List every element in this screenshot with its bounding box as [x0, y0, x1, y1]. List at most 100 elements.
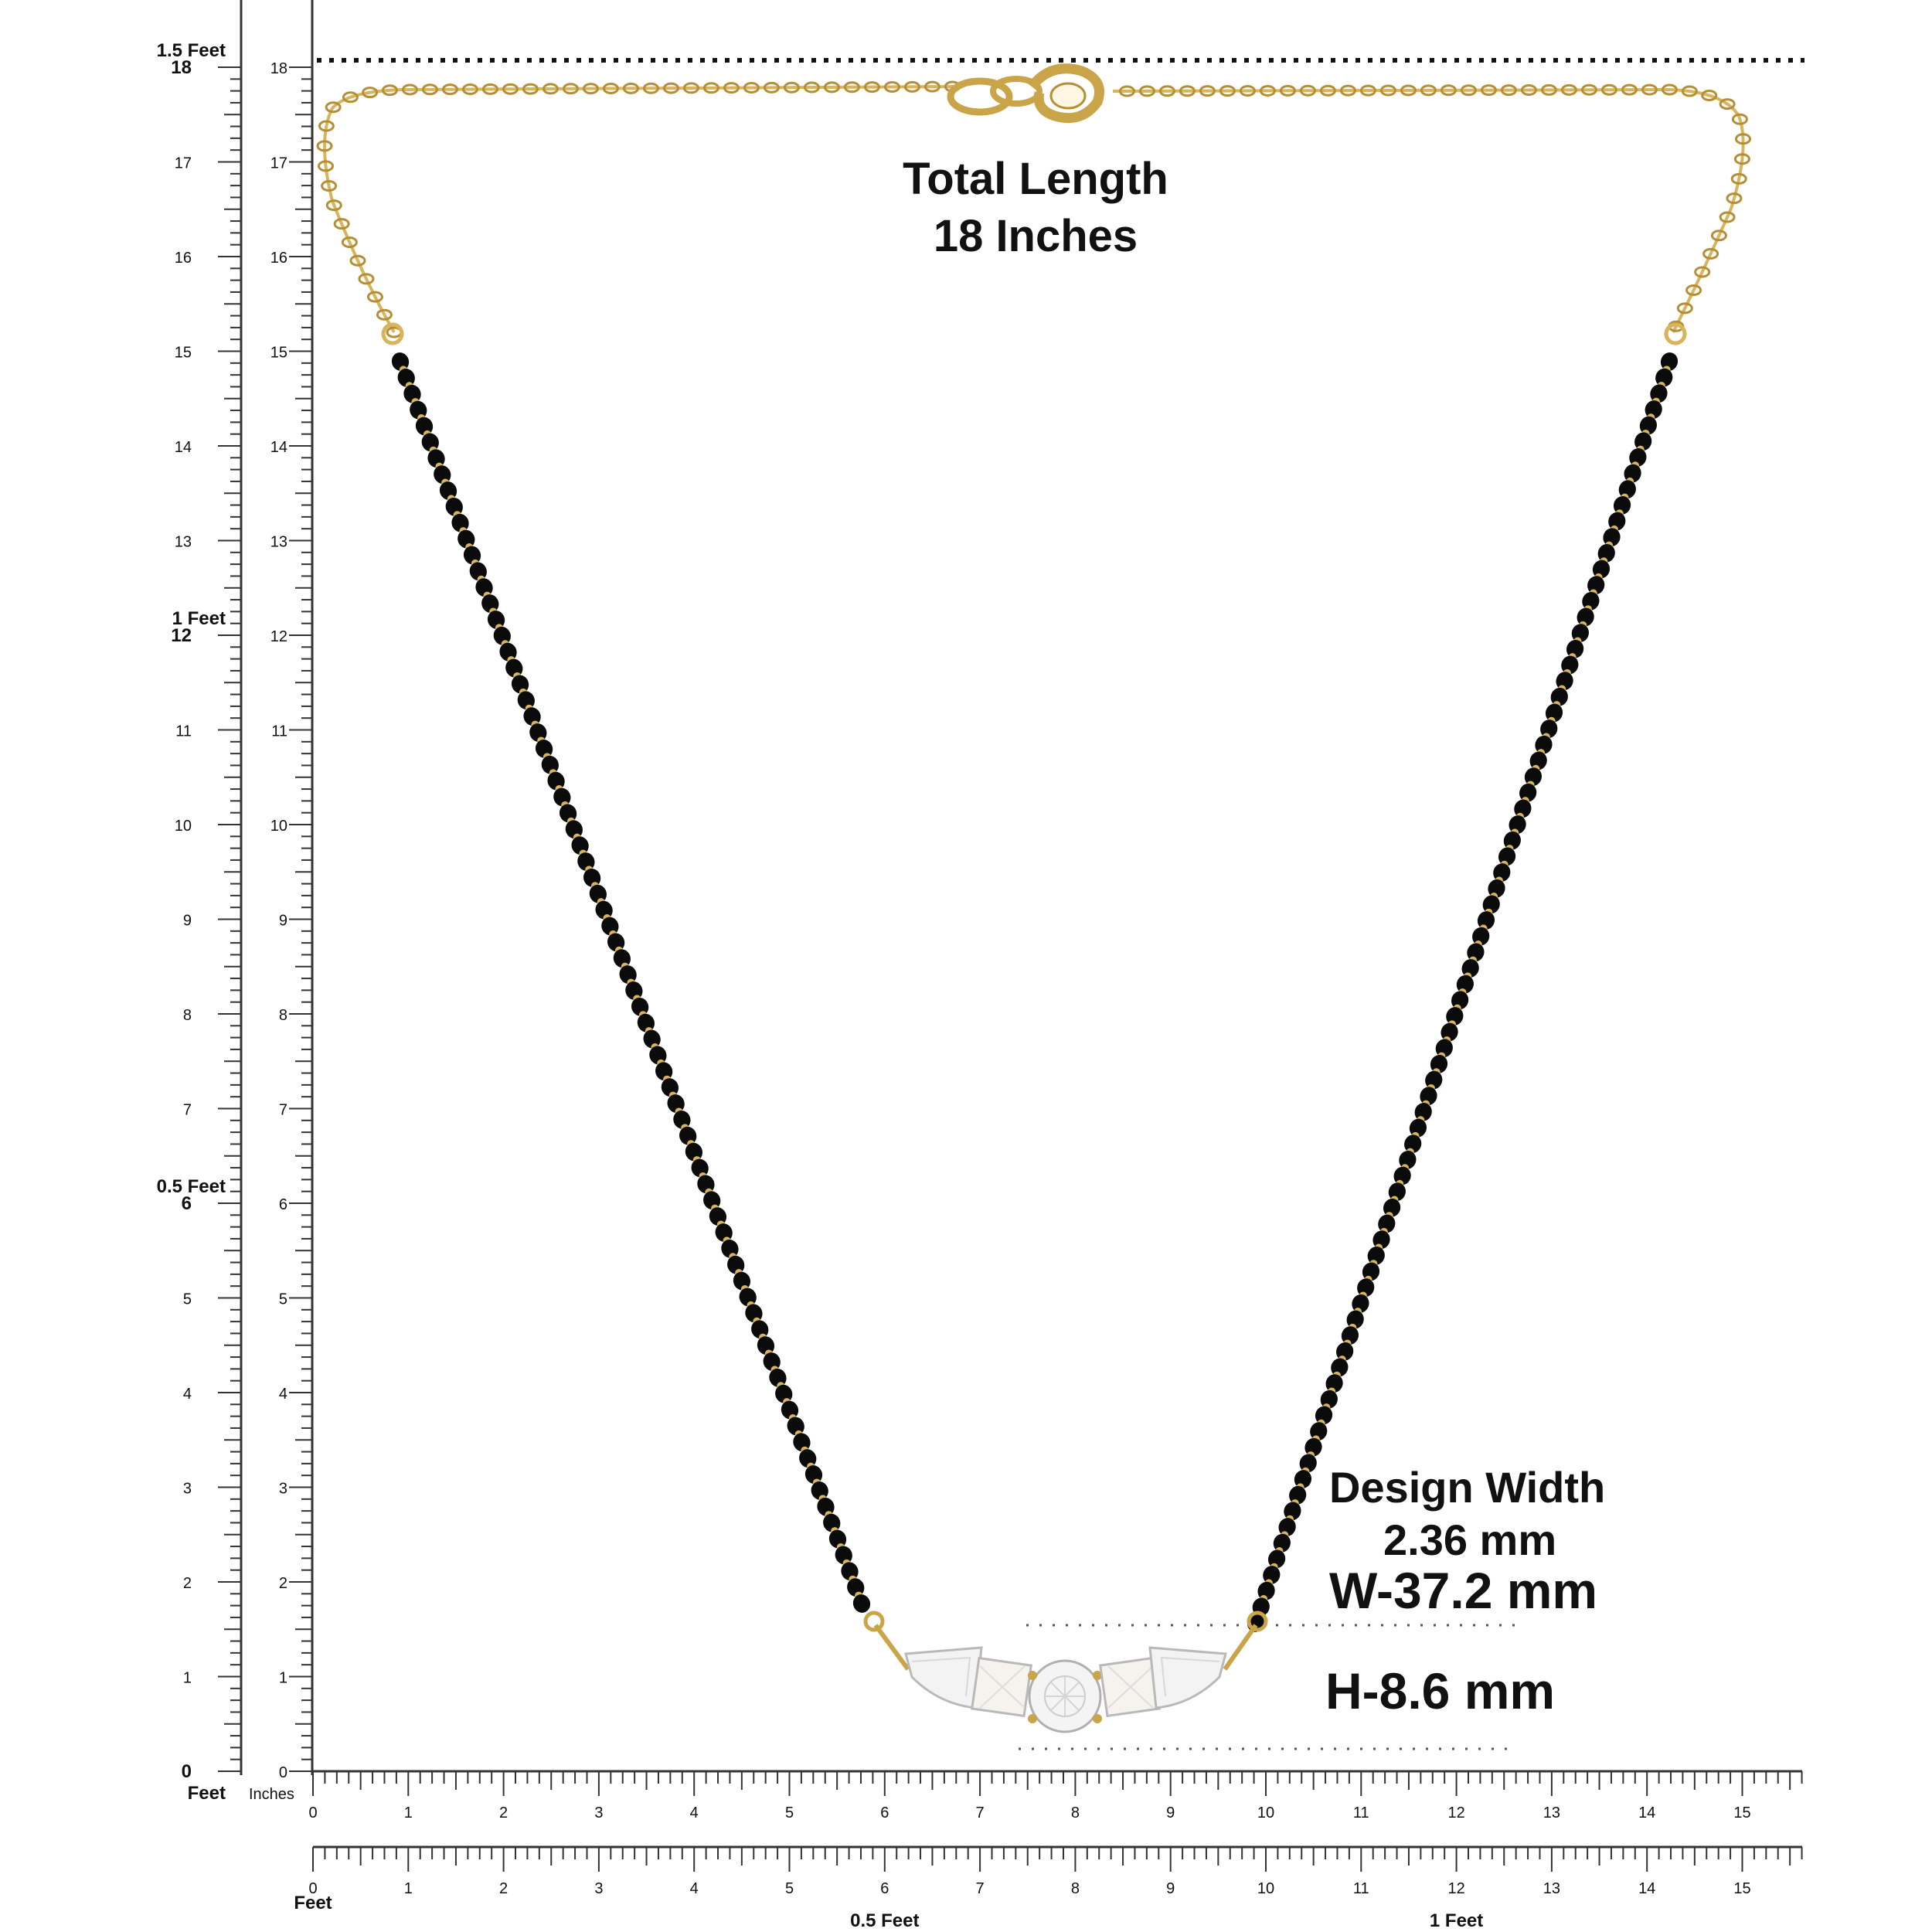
- chain-link: [783, 81, 800, 94]
- width-measurement: W-37.2 mm: [1329, 1562, 1598, 1619]
- chain-link: [461, 83, 478, 96]
- ruler-label-feet-side: 9: [183, 913, 192, 930]
- ruler-feet-marker: 1 Feet: [172, 608, 226, 629]
- chain-link: [903, 80, 920, 93]
- ruler-label-feet-side: 15: [175, 345, 192, 362]
- chain-link: [1520, 84, 1537, 97]
- ruler-label-inch: 16: [270, 250, 287, 267]
- diamond-pendant: [863, 1611, 1268, 1733]
- chain-link: [702, 82, 719, 94]
- chain-link: [1339, 84, 1356, 97]
- chain-link: [381, 84, 398, 97]
- chain-link: [325, 101, 342, 114]
- chain-link: [1279, 84, 1296, 97]
- chain-link: [803, 81, 820, 94]
- chain-link: [743, 81, 760, 94]
- chain-link: [1560, 83, 1577, 96]
- ruler-label-feet-side: 18: [171, 57, 192, 78]
- ruler-label-inch: 10: [1257, 1804, 1274, 1821]
- ruler-feet-marker: 0.5 Feet: [850, 1910, 919, 1931]
- chain-link: [1701, 90, 1718, 102]
- ruler-label-inch: 0: [308, 1880, 317, 1897]
- chain-link: [1480, 84, 1497, 97]
- ruler-label-inch: 5: [279, 1291, 287, 1308]
- chain-link: [376, 308, 393, 321]
- chain-link: [318, 160, 335, 172]
- ruler-label-inch: 1: [404, 1880, 413, 1897]
- chain-link: [1138, 85, 1155, 97]
- ruler-label-inch: 11: [271, 723, 287, 740]
- ruler-label-inch: 14: [1638, 1804, 1655, 1821]
- ruler-label-feet-side: 11: [175, 723, 192, 740]
- lobster-clasp: [947, 63, 1104, 124]
- ruler-label-inch: 4: [690, 1880, 699, 1897]
- chain-link: [318, 120, 335, 132]
- ruler-label-inch: 8: [1071, 1880, 1080, 1897]
- ruler-label-feet-side: 1: [183, 1670, 192, 1687]
- chain-link: [401, 83, 418, 96]
- ruler-label-inch: 7: [279, 1102, 287, 1119]
- chain-link: [602, 82, 619, 94]
- ruler-feet-marker: Feet: [188, 1783, 226, 1804]
- chain-link: [1319, 84, 1336, 97]
- ruler-label-inch: 11: [1353, 1880, 1369, 1897]
- chain-link: [1676, 302, 1693, 315]
- ruler-label-inch: 7: [976, 1880, 985, 1897]
- ruler-feet-marker: 1 Feet: [1430, 1910, 1483, 1931]
- chain-link: [1420, 84, 1437, 97]
- chain-link: [622, 82, 639, 94]
- chain-link: [843, 81, 860, 94]
- total-length-value: 18 Inches: [933, 211, 1138, 261]
- chain-link: [1730, 172, 1747, 185]
- ruler-label-inch: 12: [270, 628, 287, 645]
- chain-link: [1540, 83, 1557, 96]
- ruler-label-inch: 0: [308, 1804, 317, 1821]
- ruler-label-inch: 13: [1543, 1804, 1560, 1821]
- jump-ring-left: [381, 322, 404, 345]
- chain-link: [1641, 83, 1658, 96]
- ruler-label-inch: 11: [1353, 1804, 1369, 1821]
- ruler-label-inch: 8: [1071, 1804, 1080, 1821]
- design-width-label: Design Width: [1329, 1463, 1606, 1512]
- chain-link: [763, 81, 780, 94]
- ruler-label-inch: 6: [279, 1196, 287, 1213]
- ruler-label-feet-side: 3: [183, 1481, 192, 1498]
- ruler-label-feet-side: 12: [171, 625, 192, 646]
- ruler-label-feet-side: 16: [175, 250, 192, 267]
- chain-link: [358, 273, 375, 285]
- chain-link: [562, 83, 579, 95]
- chain-link: [1735, 133, 1752, 145]
- chain-link: [1199, 85, 1216, 97]
- ruler-label-inch: 15: [270, 345, 287, 362]
- chain-link: [1685, 284, 1702, 296]
- ruler-label-inch: 17: [270, 155, 287, 172]
- ruler-label-inch: 3: [594, 1880, 603, 1897]
- ruler-label-inch: 4: [690, 1804, 699, 1821]
- left-trillion-stone: [904, 1646, 983, 1709]
- ruler-label-inch: 15: [1733, 1880, 1750, 1897]
- chain-link: [362, 87, 379, 99]
- chain-link: [1500, 84, 1517, 97]
- chain-link: [1400, 84, 1417, 97]
- ruler-label-inch: 13: [270, 534, 287, 551]
- ruler-label-inch: 14: [1638, 1880, 1655, 1897]
- height-measurement: H-8.6 mm: [1325, 1662, 1556, 1719]
- chain-link: [321, 180, 338, 192]
- chain-link: [366, 291, 383, 303]
- ruler-label-inch: 3: [279, 1481, 287, 1498]
- ruler-label-inch: 4: [279, 1386, 287, 1403]
- chain-link: [582, 83, 599, 95]
- design-width-value: 2.36 mm: [1383, 1515, 1557, 1564]
- chain-link: [342, 91, 359, 104]
- ruler-feet-marker: 1.5 Feet: [157, 40, 226, 61]
- chain-link: [325, 199, 342, 212]
- ruler-label-inch: 15: [1733, 1804, 1750, 1821]
- ruler-label-inch: 9: [279, 913, 287, 930]
- chain-link: [1719, 98, 1736, 111]
- ruler-label-inch: 9: [1166, 1880, 1175, 1897]
- chain-link: [1731, 113, 1748, 125]
- chain-link: [1299, 84, 1316, 97]
- ruler-label-feet-side: 10: [175, 818, 192, 835]
- chain-link: [341, 236, 358, 249]
- chain-link: [1694, 266, 1711, 278]
